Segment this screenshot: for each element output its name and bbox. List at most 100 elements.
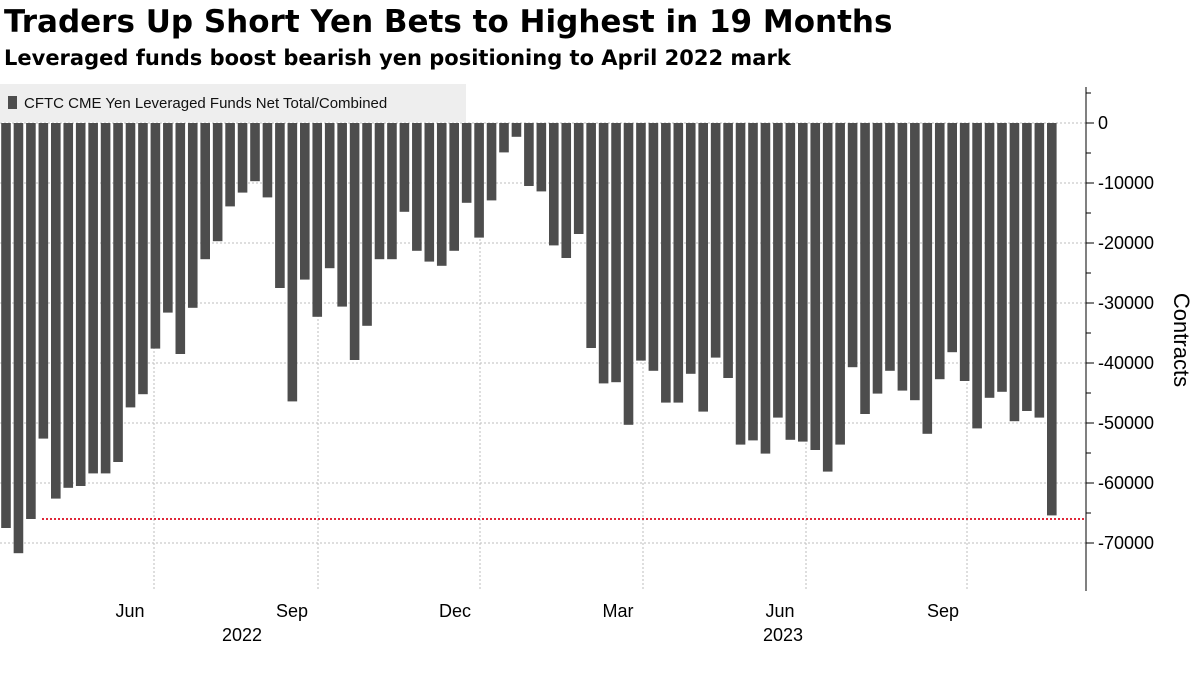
- bar: [511, 123, 522, 137]
- bar: [748, 123, 758, 441]
- x-tick-label: Mar: [603, 601, 634, 621]
- bar: [200, 123, 210, 260]
- bar: [175, 123, 186, 354]
- bar: [13, 123, 24, 554]
- bar: [872, 123, 883, 394]
- bar: [910, 123, 920, 401]
- bar: [374, 123, 385, 260]
- legend-swatch: [8, 96, 17, 109]
- bar: [959, 123, 970, 381]
- bar: [387, 123, 397, 260]
- y-tick-label: -40000: [1098, 353, 1154, 373]
- bar: [38, 123, 49, 439]
- chart-title: Traders Up Short Yen Bets to Highest in …: [4, 4, 893, 40]
- bar: [287, 123, 298, 402]
- x-tick-label: Sep: [276, 601, 308, 621]
- bar: [885, 123, 895, 371]
- y-tick-label: -50000: [1098, 413, 1154, 433]
- bar: [424, 123, 435, 262]
- bar: [237, 123, 248, 193]
- bar: [1009, 123, 1020, 422]
- bar: [735, 123, 746, 445]
- bar: [947, 123, 957, 353]
- bar: [1034, 123, 1045, 418]
- bar: [623, 123, 634, 425]
- x-tick-label: Sep: [927, 601, 959, 621]
- bar: [399, 123, 410, 212]
- bar: [412, 123, 422, 251]
- bar: [461, 123, 472, 203]
- bar: [300, 123, 310, 280]
- bar: [125, 123, 136, 408]
- bar: [573, 123, 584, 234]
- bar: [225, 123, 235, 207]
- y-tick-label: -60000: [1098, 473, 1154, 493]
- bar: [972, 123, 982, 429]
- bar: [324, 123, 335, 269]
- bar: [549, 123, 559, 246]
- bar: [586, 123, 596, 348]
- x-year-label: 2022: [222, 625, 262, 645]
- bar: [449, 123, 459, 251]
- bar: [436, 123, 447, 266]
- bar: [75, 123, 86, 486]
- bar: [835, 123, 845, 445]
- bar: [636, 123, 646, 361]
- bar: [860, 123, 870, 414]
- bar: [760, 123, 771, 454]
- bar: [337, 123, 347, 307]
- bar: [362, 123, 372, 326]
- bar: [685, 123, 696, 374]
- bar: [113, 123, 123, 462]
- bar: [474, 123, 484, 238]
- bar: [63, 123, 74, 488]
- bar: [1047, 123, 1057, 516]
- legend: CFTC CME Yen Leveraged Funds Net Total/C…: [0, 84, 466, 122]
- y-tick-label: -10000: [1098, 173, 1154, 193]
- bar: [997, 123, 1007, 392]
- bar-series: [1, 123, 1057, 554]
- x-axis: Jun Sep Dec Mar Jun Sep 2022 2023: [115, 601, 959, 645]
- bar: [275, 123, 285, 288]
- y-tick-label: -20000: [1098, 233, 1154, 253]
- bar: [499, 123, 509, 153]
- bar: [88, 123, 98, 474]
- legend-background: [0, 84, 466, 122]
- bar: [561, 123, 572, 258]
- bar: [773, 123, 783, 418]
- bar: [250, 123, 260, 182]
- bar: [486, 123, 497, 201]
- bar: [934, 123, 945, 380]
- bar: [187, 123, 198, 308]
- bar: [648, 123, 659, 371]
- y-axis: 0 -10000 -20000 -30000 -40000 -50000 -60000 -70…: [1085, 87, 1194, 591]
- bar: [26, 123, 36, 519]
- y-tick-label: -30000: [1098, 293, 1154, 313]
- bar: [710, 123, 721, 358]
- bar: [312, 123, 323, 317]
- bar: [698, 123, 708, 412]
- bar: [673, 123, 684, 403]
- chart-subtitle: Leveraged funds boost bearish yen positi…: [4, 46, 791, 70]
- bar: [723, 123, 733, 378]
- bar: [611, 123, 621, 383]
- x-year-label: 2023: [763, 625, 803, 645]
- bar: [100, 123, 111, 474]
- bar: [847, 123, 858, 368]
- x-tick-label: Jun: [115, 601, 144, 621]
- bar: [922, 123, 933, 434]
- bar: [1, 123, 11, 528]
- bar: [138, 123, 148, 395]
- x-tick-label: Jun: [765, 601, 794, 621]
- bar: [212, 123, 223, 242]
- bar: [822, 123, 833, 472]
- bar: [897, 123, 908, 391]
- bar: [598, 123, 609, 384]
- bar: [150, 123, 161, 349]
- bar: [536, 123, 547, 192]
- y-axis-title: Contracts: [1169, 293, 1194, 387]
- bar: [798, 123, 808, 442]
- bar: [524, 123, 534, 186]
- bar: [785, 123, 796, 440]
